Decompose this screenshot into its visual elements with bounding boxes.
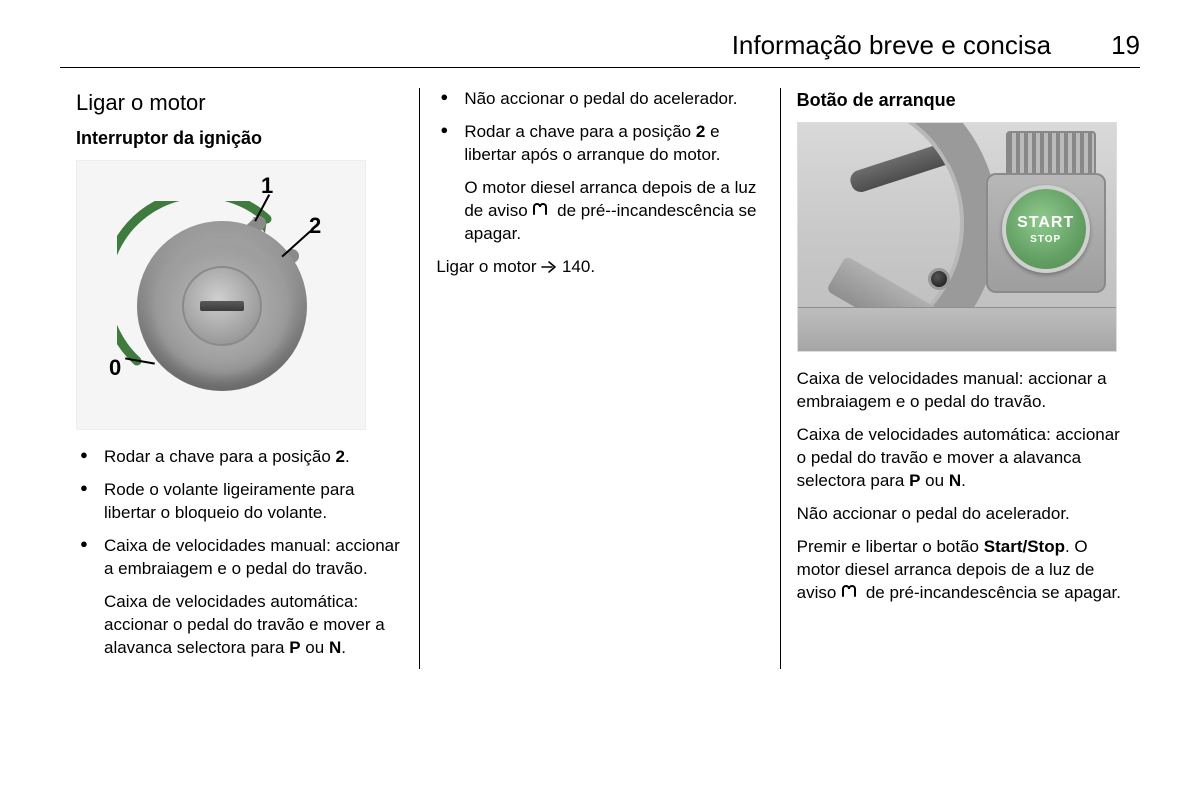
column-3: Botão de arranque START STOP Caixa de (780, 88, 1140, 669)
bold-text: P (289, 638, 300, 657)
page-reference-arrow-icon (541, 260, 557, 274)
paragraph: Não accionar o pedal do acelerador. (797, 503, 1124, 526)
preheat-coil-icon (841, 582, 861, 598)
xref-text: Ligar o motor (436, 257, 541, 276)
column-2: Não accionar o pedal do acelerador. Roda… (419, 88, 779, 669)
page: Informação breve e concisa 19 Ligar o mo… (0, 0, 1200, 802)
indented-paragraph: O motor diesel arranca depois de a luz d… (436, 177, 763, 246)
xref-page: 140. (562, 257, 595, 276)
text: ou (920, 471, 948, 490)
ignition-slot-icon (200, 301, 244, 311)
text: de pré-incandescência se apagar. (866, 583, 1121, 602)
indented-paragraph: Caixa de velocidades automática: acciona… (76, 591, 403, 660)
subsection-heading: Botão de arranque (797, 88, 1124, 112)
paragraph: Caixa de velocidades automática: acciona… (797, 424, 1124, 493)
start-stop-button-icon: START STOP (1002, 185, 1090, 273)
paragraph: Premir e libertar o botão Start/Stop. O … (797, 536, 1124, 605)
ignition-label-1: 1 (261, 171, 273, 201)
preheat-coil-icon (532, 200, 552, 216)
start-button-label-1: START (1017, 212, 1074, 234)
list-text: Rodar a chave para a posição (464, 122, 696, 141)
dashboard-trim-icon (798, 307, 1116, 351)
column-1: Ligar o motor Interruptor da ignição (60, 88, 419, 669)
columns: Ligar o motor Interruptor da ignição (60, 88, 1140, 669)
ignition-switch-figure: 0 1 2 (76, 160, 403, 430)
ignition-ring-icon (137, 221, 307, 391)
ignition-label-2: 2 (309, 211, 321, 241)
air-vent-icon (1006, 131, 1096, 177)
bullet-list: Não accionar o pedal do acelerador. Roda… (436, 88, 763, 167)
text: ou (301, 638, 329, 657)
list-item: Não accionar o pedal do acelerador. (436, 88, 763, 111)
bullet-list: Rodar a chave para a posição 2. Rode o v… (76, 446, 403, 581)
bold-text: Start/Stop (984, 537, 1065, 556)
list-item: Rodar a chave para a posição 2 e liberta… (436, 121, 763, 167)
list-bold: 2 (696, 122, 705, 141)
header-title: Informação breve e concisa (732, 30, 1051, 61)
header-page-number: 19 (1111, 30, 1140, 61)
start-button-label-2: STOP (1030, 233, 1061, 247)
list-item: Rodar a chave para a posição 2. (76, 446, 403, 469)
list-bold: 2 (336, 447, 345, 466)
bold-text: N (949, 471, 961, 490)
text: . (961, 471, 966, 490)
subsection-heading: Interruptor da ignição (76, 126, 403, 150)
paragraph: Caixa de velocidades manual: accionar a … (797, 368, 1124, 414)
bold-text: P (909, 471, 920, 490)
text: . (341, 638, 346, 657)
cross-reference: Ligar o motor 140. (436, 256, 763, 279)
list-text: . (345, 447, 350, 466)
list-text: Não accionar o pedal do acelerador. (464, 89, 737, 108)
list-text: Caixa de velocidades manual: accionar a … (104, 536, 400, 578)
page-header: Informação breve e concisa 19 (60, 30, 1140, 68)
dashboard-button-icon (928, 268, 950, 290)
ignition-switch-diagram: 0 1 2 (76, 160, 366, 430)
list-text: Rode o volante ligeiramente para liberta… (104, 480, 354, 522)
list-item: Caixa de velocidades manual: accionar a … (76, 535, 403, 581)
start-button-diagram: START STOP (797, 122, 1117, 352)
ignition-keyhole-icon (182, 266, 262, 346)
section-heading: Ligar o motor (76, 88, 403, 118)
start-button-figure: START STOP (797, 122, 1124, 352)
list-text: Rodar a chave para a posição (104, 447, 336, 466)
text: Premir e libertar o botão (797, 537, 984, 556)
list-item: Rode o volante ligeiramente para liberta… (76, 479, 403, 525)
bold-text: N (329, 638, 341, 657)
ignition-label-0: 0 (109, 353, 121, 383)
